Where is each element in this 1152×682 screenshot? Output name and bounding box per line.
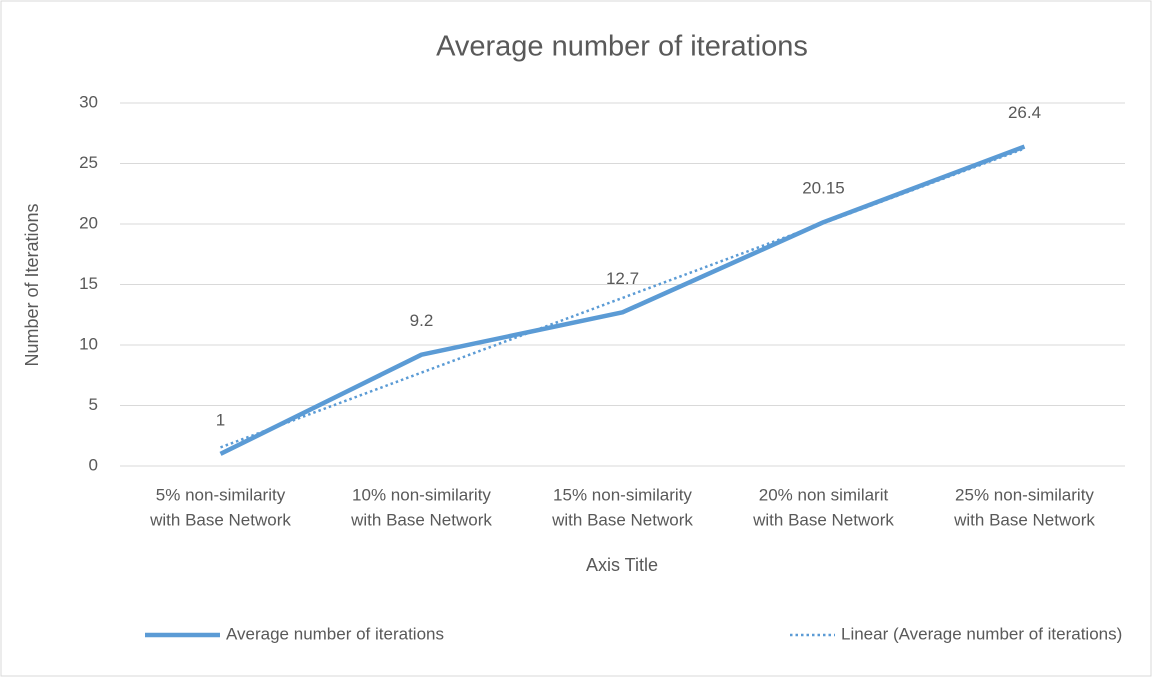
data-label: 20.15 — [802, 179, 845, 198]
y-tick-label: 30 — [79, 92, 98, 111]
data-label: 1 — [216, 410, 225, 429]
x-tick-label: with Base Network — [551, 510, 693, 529]
y-tick-label: 15 — [79, 274, 98, 293]
x-tick-label: 25% non-similarity — [955, 485, 1094, 504]
data-label: 9.2 — [410, 311, 434, 330]
chart-title: Average number of iterations — [436, 31, 808, 63]
y-axis-title: Number of Iterations — [22, 203, 42, 366]
x-tick-label: with Base Network — [149, 510, 291, 529]
legend-label: Average number of iterations — [226, 624, 444, 643]
y-tick-label: 10 — [79, 334, 98, 353]
y-tick-label: 25 — [79, 153, 98, 172]
x-tick-label: with Base Network — [752, 510, 894, 529]
x-tick-label: with Base Network — [953, 510, 1095, 529]
data-label: 12.7 — [606, 269, 639, 288]
x-tick-label: 10% non-similarity — [352, 485, 491, 504]
x-tick-label: 5% non-similarity — [156, 485, 286, 504]
y-tick-label: 0 — [89, 455, 98, 474]
x-tick-label: with Base Network — [350, 510, 492, 529]
x-axis-title: Axis Title — [586, 555, 658, 575]
x-tick-label: 15% non-similarity — [553, 485, 692, 504]
y-tick-label: 20 — [79, 213, 98, 232]
y-tick-label: 5 — [89, 395, 98, 414]
data-label: 26.4 — [1008, 103, 1041, 122]
x-tick-label: 20% non similarit — [759, 485, 889, 504]
legend-label: Linear (Average number of iterations) — [841, 624, 1122, 643]
